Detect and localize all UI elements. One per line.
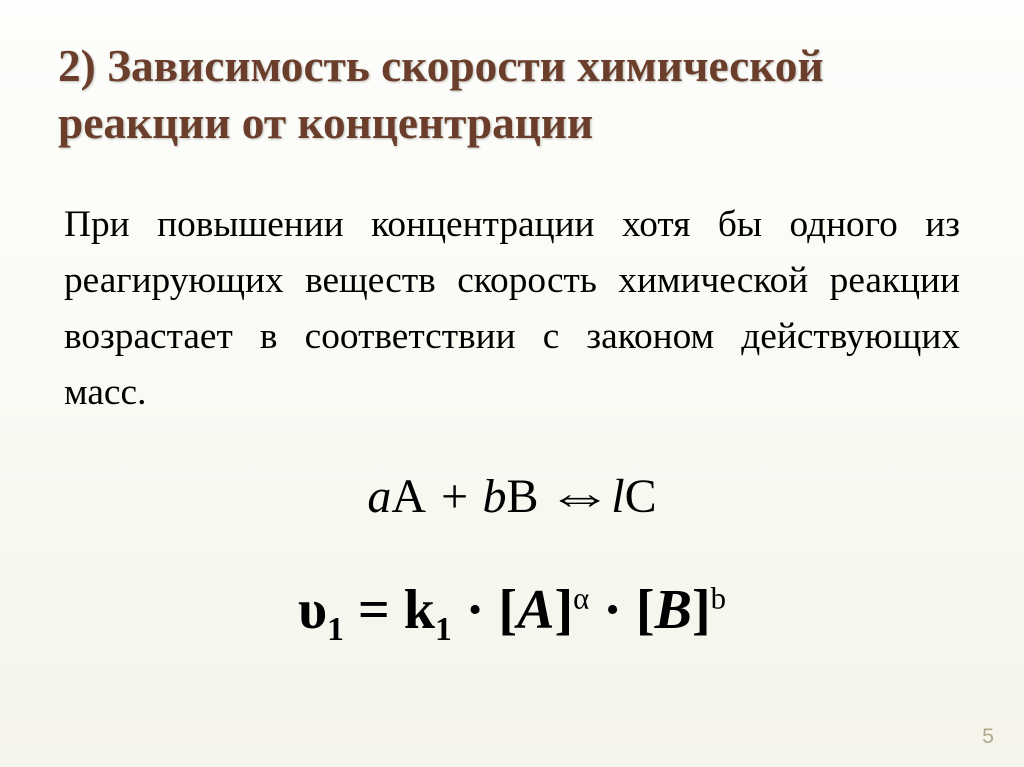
slide-title: 2) Зависимость скорости химической реакц…: [58, 38, 966, 151]
equation-rate-law: υ1 = k1 · [A]α · [B]b: [58, 578, 966, 649]
plus-sign: +: [426, 470, 482, 523]
equals-sign: =: [344, 579, 404, 641]
k-subscript: 1: [435, 611, 452, 648]
conc-B: B: [655, 579, 692, 641]
species-B: B: [506, 470, 538, 523]
equation-reaction: aA + bB ⇔ lC: [58, 469, 966, 524]
bracket-A-open: [: [498, 579, 517, 641]
coeff-a: a: [367, 470, 391, 523]
rate-constant-k: k: [404, 579, 435, 641]
title-line-1: 2) Зависимость скорости химической: [58, 38, 966, 95]
species-C: C: [625, 470, 657, 523]
double-arrow-icon: ⇔: [546, 469, 603, 524]
dot-1: ·: [452, 579, 499, 641]
coeff-l: l: [611, 470, 624, 523]
dot-2: ·: [589, 579, 636, 641]
bracket-B-close: ]: [692, 579, 711, 641]
upsilon-symbol: υ: [298, 579, 327, 641]
bracket-A-close: ]: [554, 579, 573, 641]
slide-number: 5: [982, 724, 994, 749]
bracket-B-open: [: [636, 579, 655, 641]
exponent-alpha: α: [573, 582, 589, 616]
species-A: A: [391, 470, 426, 523]
upsilon-subscript: 1: [327, 611, 344, 648]
body-paragraph: При повышении концентрации хотя бы одног…: [58, 197, 966, 421]
title-line-2: реакции от концентрации: [58, 95, 966, 152]
conc-A: A: [517, 579, 554, 641]
exponent-b: b: [711, 582, 726, 616]
coeff-b: b: [482, 470, 506, 523]
